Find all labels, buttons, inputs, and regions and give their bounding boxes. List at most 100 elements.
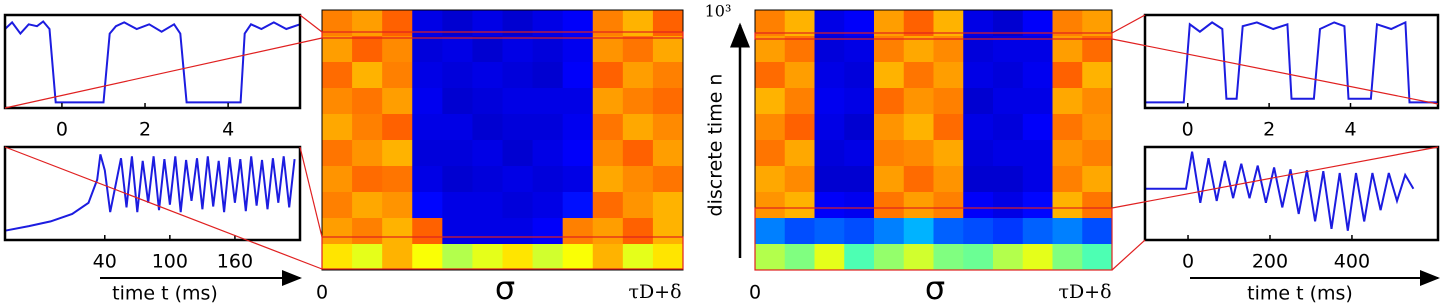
series-line: [1145, 151, 1415, 231]
heat-cell: [1082, 10, 1113, 37]
heat-cell: [903, 140, 934, 167]
heat-cell: [562, 244, 594, 271]
heat-cell: [933, 244, 964, 271]
heat-cell: [622, 140, 654, 167]
heat-cell: [532, 192, 564, 219]
heat-cell: [755, 244, 786, 271]
heat-cell: [412, 166, 443, 193]
heat-cell: [814, 62, 845, 89]
heat-cell: [382, 62, 413, 89]
heat-cell: [652, 140, 684, 167]
heat-cell: [874, 166, 905, 193]
heat-cell: [412, 36, 443, 63]
heat-cell: [382, 244, 413, 271]
frame: [1143, 13, 1440, 110]
x-tick-label: 0: [56, 119, 68, 141]
heat-cell: [933, 166, 964, 193]
heat-cell: [592, 166, 624, 193]
heat-cell: [412, 140, 443, 167]
heat-cell: [472, 192, 503, 219]
heat-cell: [562, 88, 594, 115]
heat-cell: [933, 10, 964, 37]
heat-cell: [933, 88, 964, 115]
heat-cell: [1022, 36, 1053, 63]
heat-cell: [755, 218, 786, 245]
heat-cell: [1082, 88, 1113, 115]
heat-cell: [784, 244, 815, 271]
heat-cell: [382, 114, 413, 141]
heat-cell: [784, 192, 815, 219]
heat-cell: [1022, 166, 1053, 193]
heat-cell: [814, 244, 845, 271]
heat-cell: [963, 218, 994, 245]
heat-cell: [502, 36, 534, 63]
heat-cell: [502, 114, 534, 141]
heat-cell: [412, 244, 443, 271]
heat-cell: [874, 192, 905, 219]
heat-cell: [963, 88, 994, 115]
heat-cell: [814, 192, 845, 219]
heat-cell: [963, 10, 994, 37]
heat-cell: [1052, 62, 1083, 89]
heat-cell: [814, 10, 845, 37]
frame: [1143, 145, 1440, 242]
heat-cell: [963, 36, 994, 63]
heat-cell: [352, 88, 383, 115]
connector: [1111, 239, 1146, 271]
heat-cell: [502, 218, 534, 245]
heat-cell: [1052, 36, 1083, 63]
heat-cell: [442, 166, 473, 193]
heat-cell: [814, 140, 845, 167]
heat-cell: [442, 140, 473, 167]
x-tick-label: 0: [316, 282, 328, 304]
heat-cell: [844, 114, 875, 141]
heat-cell: [1082, 244, 1113, 271]
heat-cell: [352, 62, 383, 89]
heat-cell: [903, 244, 934, 271]
heat-cell: [442, 218, 473, 245]
heat-cell: [382, 166, 413, 193]
heat-cell: [903, 114, 934, 141]
heat-cell: [622, 166, 654, 193]
heat-cell: [532, 140, 564, 167]
heat-cell: [322, 88, 353, 115]
heat-cell: [532, 244, 564, 271]
heat-cell: [963, 140, 994, 167]
x-tick-label: 100: [152, 251, 188, 273]
heat-cell: [844, 10, 875, 37]
heat-cell: [652, 166, 684, 193]
heat-cell: [652, 244, 684, 271]
heat-cell: [562, 114, 594, 141]
heat-cell: [784, 218, 815, 245]
connector: [1111, 146, 1439, 209]
x-tick-label: 200: [1252, 251, 1288, 273]
heat-cell: [472, 88, 503, 115]
heat-cell: [622, 88, 654, 115]
heat-cell: [933, 114, 964, 141]
heat-cell: [844, 62, 875, 89]
x-tick-label: 40: [93, 251, 117, 273]
heat-cell: [562, 192, 594, 219]
heat-cell: [814, 88, 845, 115]
heat-cell: [592, 218, 624, 245]
zoom-box: [754, 207, 1113, 271]
heat-cell: [874, 88, 905, 115]
heat-cell: [442, 36, 473, 63]
connector: [4, 37, 323, 109]
x-tick-label: 0: [1182, 251, 1194, 273]
heat-cell: [874, 36, 905, 63]
series-line: [4, 20, 301, 104]
heat-cell: [903, 166, 934, 193]
heat-cell: [1082, 62, 1113, 89]
heat-cell: [652, 114, 684, 141]
heat-cell: [472, 218, 503, 245]
heat-cell: [532, 114, 564, 141]
heat-cell: [993, 218, 1024, 245]
heat-cell: [1052, 114, 1083, 141]
heat-cell: [382, 192, 413, 219]
heat-cell: [993, 88, 1024, 115]
heat-cell: [502, 192, 534, 219]
heat-cell: [382, 88, 413, 115]
heat-cell: [352, 36, 383, 63]
